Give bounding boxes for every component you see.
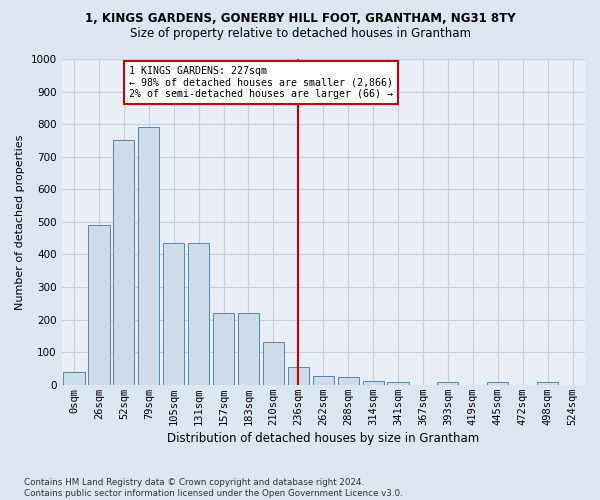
- Text: Contains HM Land Registry data © Crown copyright and database right 2024.
Contai: Contains HM Land Registry data © Crown c…: [24, 478, 403, 498]
- Bar: [263, 342, 284, 385]
- Bar: [64, 372, 85, 385]
- Bar: [238, 313, 259, 385]
- Text: 1, KINGS GARDENS, GONERBY HILL FOOT, GRANTHAM, NG31 8TY: 1, KINGS GARDENS, GONERBY HILL FOOT, GRA…: [85, 12, 515, 26]
- Bar: [213, 313, 234, 385]
- Bar: [288, 367, 309, 385]
- Bar: [88, 225, 110, 385]
- Bar: [388, 382, 409, 385]
- Bar: [437, 382, 458, 385]
- Y-axis label: Number of detached properties: Number of detached properties: [15, 134, 25, 310]
- Text: 1 KINGS GARDENS: 227sqm
← 98% of detached houses are smaller (2,866)
2% of semi-: 1 KINGS GARDENS: 227sqm ← 98% of detache…: [129, 66, 393, 98]
- Text: Size of property relative to detached houses in Grantham: Size of property relative to detached ho…: [130, 28, 470, 40]
- Bar: [313, 376, 334, 385]
- Bar: [113, 140, 134, 385]
- X-axis label: Distribution of detached houses by size in Grantham: Distribution of detached houses by size …: [167, 432, 479, 445]
- Bar: [138, 128, 160, 385]
- Bar: [338, 376, 359, 385]
- Bar: [362, 380, 384, 385]
- Bar: [188, 243, 209, 385]
- Bar: [163, 243, 184, 385]
- Bar: [537, 382, 558, 385]
- Bar: [487, 382, 508, 385]
